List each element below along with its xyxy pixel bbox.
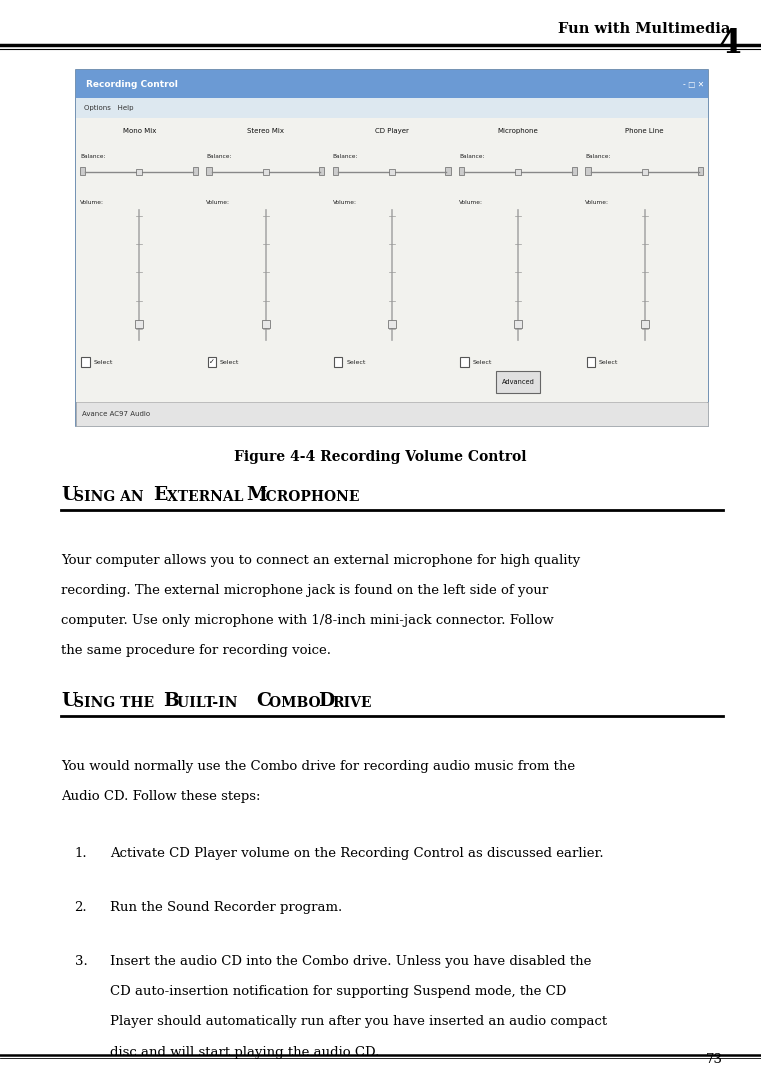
Text: Volume:: Volume: xyxy=(333,200,357,205)
Text: 3.: 3. xyxy=(75,955,88,968)
Text: Balance:: Balance: xyxy=(80,154,106,160)
Bar xyxy=(206,167,212,175)
Text: CD auto-insertion notification for supporting Suspend mode, the CD: CD auto-insertion notification for suppo… xyxy=(110,985,567,998)
Text: OMBO: OMBO xyxy=(269,696,326,710)
Bar xyxy=(459,167,464,175)
Text: Phone Line: Phone Line xyxy=(626,128,664,135)
Text: B: B xyxy=(164,692,179,710)
Bar xyxy=(193,167,198,175)
Text: Balance:: Balance: xyxy=(585,154,611,160)
Text: Stereo Mix: Stereo Mix xyxy=(247,128,284,135)
Text: M: M xyxy=(246,486,266,504)
Text: Run the Sound Recorder program.: Run the Sound Recorder program. xyxy=(110,901,342,914)
Text: U: U xyxy=(61,486,77,504)
Text: Balance:: Balance: xyxy=(333,154,358,160)
Bar xyxy=(76,118,708,402)
Bar xyxy=(76,98,708,118)
Bar xyxy=(445,167,451,175)
Bar xyxy=(333,167,338,175)
Text: Insert the audio CD into the Combo drive. Unless you have disabled the: Insert the audio CD into the Combo drive… xyxy=(110,955,592,968)
Bar xyxy=(81,357,90,367)
Bar xyxy=(572,167,577,175)
Bar xyxy=(76,70,708,426)
Text: ✓: ✓ xyxy=(209,359,215,365)
Text: Audio CD. Follow these steps:: Audio CD. Follow these steps: xyxy=(61,790,260,803)
Text: Balance:: Balance: xyxy=(459,154,485,160)
Text: SING THE: SING THE xyxy=(75,696,159,710)
Text: Mono Mix: Mono Mix xyxy=(123,128,156,135)
Text: Fun with Multimedia: Fun with Multimedia xyxy=(558,22,731,36)
Text: Select: Select xyxy=(346,359,365,365)
Text: 73: 73 xyxy=(706,1053,723,1066)
Text: recording. The external microphone jack is found on the left side of your: recording. The external microphone jack … xyxy=(61,584,548,597)
Bar xyxy=(587,357,595,367)
Bar xyxy=(319,167,324,175)
Bar xyxy=(585,167,591,175)
Text: Volume:: Volume: xyxy=(80,200,104,205)
Bar xyxy=(698,167,703,175)
Bar xyxy=(76,402,708,426)
FancyBboxPatch shape xyxy=(496,371,540,393)
Text: C: C xyxy=(256,692,271,710)
Text: - □ ✕: - □ ✕ xyxy=(683,80,704,88)
Text: SING AN: SING AN xyxy=(75,490,148,504)
Text: Balance:: Balance: xyxy=(206,154,232,160)
Text: 4: 4 xyxy=(718,27,742,60)
Text: Microphone: Microphone xyxy=(498,128,539,135)
Text: computer. Use only microphone with 1/8-inch mini-jack connector. Follow: computer. Use only microphone with 1/8-i… xyxy=(61,614,554,627)
Text: 1.: 1. xyxy=(75,847,88,860)
Bar xyxy=(80,167,85,175)
Text: Volume:: Volume: xyxy=(206,200,231,205)
Text: Volume:: Volume: xyxy=(459,200,483,205)
Text: E: E xyxy=(154,486,167,504)
Text: XTERNAL: XTERNAL xyxy=(167,490,248,504)
Bar xyxy=(76,70,708,98)
Text: D: D xyxy=(319,692,335,710)
Text: Select: Select xyxy=(473,359,492,365)
Text: the same procedure for recording voice.: the same procedure for recording voice. xyxy=(61,644,331,657)
Text: Volume:: Volume: xyxy=(585,200,610,205)
Bar xyxy=(460,357,469,367)
Text: UILT-IN: UILT-IN xyxy=(177,696,242,710)
Text: RIVE: RIVE xyxy=(332,696,371,710)
Text: Player should automatically run after you have inserted an audio compact: Player should automatically run after yo… xyxy=(110,1015,607,1028)
Text: CD Player: CD Player xyxy=(375,128,409,135)
Bar xyxy=(208,357,216,367)
Text: ICROPHONE: ICROPHONE xyxy=(260,490,360,504)
Text: Figure 4-4 Recording Volume Control: Figure 4-4 Recording Volume Control xyxy=(234,450,527,464)
Text: Select: Select xyxy=(220,359,239,365)
Bar xyxy=(334,357,342,367)
Text: U: U xyxy=(61,692,77,710)
Text: disc and will start playing the audio CD.: disc and will start playing the audio CD… xyxy=(110,1046,380,1058)
Text: Advanced: Advanced xyxy=(501,379,535,385)
Text: 2.: 2. xyxy=(75,901,88,914)
Text: You would normally use the Combo drive for recording audio music from the: You would normally use the Combo drive f… xyxy=(61,760,575,773)
Text: Options   Help: Options Help xyxy=(84,105,133,111)
Text: Activate CD Player volume on the Recording Control as discussed earlier.: Activate CD Player volume on the Recordi… xyxy=(110,847,604,860)
Text: Avance AC97 Audio: Avance AC97 Audio xyxy=(82,411,151,418)
Text: Recording Control: Recording Control xyxy=(86,80,178,88)
Text: Select: Select xyxy=(94,359,113,365)
Text: Your computer allows you to connect an external microphone for high quality: Your computer allows you to connect an e… xyxy=(61,554,580,566)
Text: Select: Select xyxy=(599,359,618,365)
